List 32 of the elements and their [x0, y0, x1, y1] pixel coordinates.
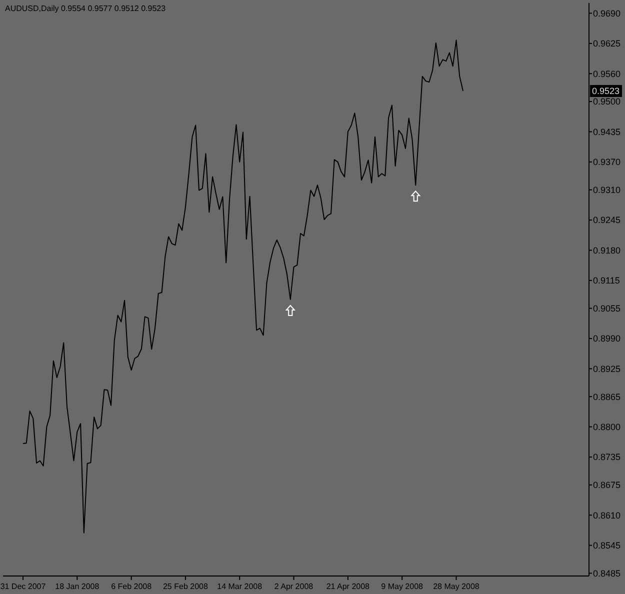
y-tick-label: 0.9560 [593, 68, 621, 79]
y-tick-label: 0.9310 [593, 185, 621, 196]
x-tick-label: 14 Mar 2008 [217, 582, 263, 591]
y-tick-label: 0.9435 [593, 126, 621, 137]
y-tick-label: 0.9055 [593, 304, 621, 314]
y-tick-label: 0.8610 [593, 510, 621, 520]
line-series [22, 40, 464, 534]
text: 0.9523 [590, 84, 622, 97]
y-tick-label: 0.9245 [593, 215, 621, 226]
y-tick-label: 0.8545 [593, 540, 621, 551]
x-tick-label: 21 Apr 2008 [326, 582, 370, 591]
x-tick-label: 9 May 2008 [381, 582, 424, 591]
x-tick-label: 31 Dec 2007 [0, 582, 46, 591]
y-tick-label: 0.9115 [593, 276, 620, 286]
y-tick-label: 0.9690 [593, 8, 621, 18]
y-tick-label: 0.9625 [593, 38, 621, 49]
y-tick-label: 0.9370 [593, 157, 621, 168]
y-tick-label: 0.8925 [593, 364, 621, 374]
y-tick-label: 0.8485 [593, 568, 621, 578]
chart-title: AUDUSD,Daily 0.9554 0.9577 0.9512 0.9523 [5, 4, 166, 14]
y-tick-label: 0.8865 [593, 392, 621, 402]
y-tick-label: 0.8990 [593, 334, 621, 344]
x-tick-label: 6 Feb 2008 [111, 582, 152, 591]
y-tick-label: 0.9500 [593, 96, 621, 107]
y-tick-label: 0.8800 [593, 422, 621, 432]
x-tick-label: 18 Jan 2008 [55, 582, 100, 591]
x-tick-label: 28 May 2008 [433, 582, 480, 591]
x-tick-label: 25 Feb 2008 [162, 582, 208, 591]
y-tick-label: 0.8735 [593, 452, 621, 462]
y-tick-label: 0.9180 [593, 245, 621, 256]
x-tick-label: 2 Apr 2008 [274, 582, 314, 591]
y-tick-label: 0.8675 [593, 480, 621, 490]
